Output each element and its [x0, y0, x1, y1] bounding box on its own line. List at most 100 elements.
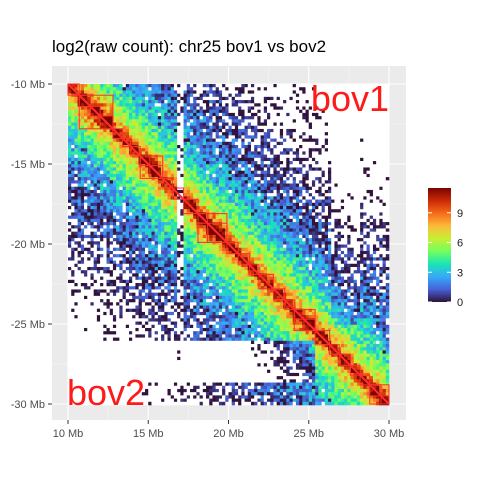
heatmap-cell	[161, 100, 165, 104]
heatmap-cell	[189, 250, 194, 255]
heatmap-cell	[202, 289, 207, 293]
heatmap-cell	[161, 116, 165, 120]
heatmap-cell	[84, 311, 88, 316]
heatmap-cell	[125, 344, 130, 348]
heatmap-cell	[186, 395, 191, 399]
heatmap-cell	[173, 337, 178, 342]
heatmap-cell	[103, 100, 107, 104]
heatmap-cell	[80, 167, 85, 171]
heatmap-cell	[206, 173, 210, 178]
heatmap-cell	[202, 135, 207, 139]
heatmap-cell	[193, 222, 197, 226]
heatmap-cell	[132, 385, 136, 390]
heatmap-cell	[170, 199, 175, 204]
heatmap-cell	[141, 244, 146, 249]
heatmap-cell	[80, 292, 85, 297]
heatmap-cell	[141, 231, 146, 236]
heatmap-cell	[74, 321, 78, 326]
heatmap-cell	[209, 119, 213, 123]
heatmap-cell	[119, 344, 123, 348]
heatmap-cell	[122, 132, 127, 136]
heatmap-cell	[96, 186, 101, 191]
heatmap-cell	[206, 244, 210, 249]
heatmap-cell	[154, 337, 159, 342]
heatmap-cell	[145, 205, 149, 210]
heatmap-cell	[183, 151, 188, 155]
heatmap-cell	[218, 122, 223, 127]
heatmap-cell	[180, 372, 184, 377]
heatmap-cell	[106, 90, 111, 94]
heatmap-cell	[145, 337, 149, 342]
heatmap-cell	[122, 385, 127, 390]
heatmap-cell	[173, 222, 178, 226]
heatmap-cell	[116, 222, 120, 226]
heatmap-cell	[196, 193, 200, 197]
heatmap-cell	[106, 299, 111, 303]
heatmap-cell	[183, 388, 188, 393]
heatmap-cell	[202, 170, 207, 175]
heatmap-cell	[189, 315, 194, 319]
heatmap-cell	[154, 205, 159, 210]
heatmap-cell	[135, 132, 139, 136]
heatmap-cell	[167, 199, 172, 204]
heatmap-cell	[148, 369, 152, 374]
heatmap-cell	[167, 244, 172, 249]
heatmap-cell	[177, 395, 181, 399]
heatmap-cell	[161, 196, 165, 200]
heatmap-cell	[173, 119, 178, 123]
heatmap-cell	[103, 270, 107, 274]
heatmap-cell	[186, 151, 191, 155]
heatmap-cell	[138, 222, 143, 226]
heatmap-cell	[222, 180, 226, 184]
heatmap-cell	[209, 266, 213, 271]
heatmap-cell	[157, 286, 162, 290]
heatmap-cell	[71, 276, 75, 281]
heatmap-cell	[209, 250, 213, 255]
heatmap-cell	[135, 308, 139, 313]
heatmap-cell	[189, 103, 194, 107]
heatmap-cell	[100, 401, 104, 406]
heatmap-cell	[135, 401, 139, 406]
heatmap-cell	[109, 157, 114, 162]
heatmap-cell	[199, 167, 204, 171]
heatmap-cell	[218, 347, 223, 351]
heatmap-cell	[199, 327, 204, 332]
heatmap-cell	[183, 295, 188, 300]
heatmap-cell	[202, 244, 207, 249]
heatmap-cell	[90, 112, 94, 117]
heatmap-cell	[138, 260, 143, 265]
heatmap-cell	[196, 125, 200, 130]
heatmap-cell	[148, 398, 152, 403]
heatmap-cell	[112, 100, 117, 104]
heatmap-cell	[106, 276, 111, 281]
heatmap-cell	[157, 327, 162, 332]
heatmap-cell	[173, 334, 178, 338]
heatmap-cell	[212, 90, 216, 94]
heatmap-cell	[164, 360, 168, 364]
heatmap-cell	[93, 112, 98, 117]
heatmap-cell	[164, 164, 168, 168]
heatmap-cell	[68, 254, 72, 258]
heatmap-cell	[132, 215, 136, 220]
heatmap-cell	[196, 283, 200, 287]
heatmap-cell	[183, 148, 188, 152]
heatmap-cell	[103, 340, 107, 345]
heatmap-cell	[202, 321, 207, 326]
heatmap-cell	[180, 125, 184, 130]
heatmap-cell	[103, 318, 107, 322]
heatmap-cell	[93, 196, 98, 200]
heatmap-cell	[199, 388, 204, 393]
heatmap-cell	[106, 202, 111, 207]
heatmap-cell	[170, 96, 175, 101]
heatmap-cell	[164, 231, 168, 236]
heatmap-cell	[122, 164, 127, 168]
heatmap-cell	[199, 116, 204, 120]
heatmap-cell	[151, 170, 155, 175]
heatmap-cell	[100, 96, 104, 101]
heatmap-cell	[138, 196, 143, 200]
heatmap-cell	[209, 222, 213, 226]
heatmap-cell	[180, 369, 184, 374]
heatmap-cell	[189, 334, 194, 338]
heatmap-cell	[103, 263, 107, 268]
heatmap-cell	[186, 244, 191, 249]
